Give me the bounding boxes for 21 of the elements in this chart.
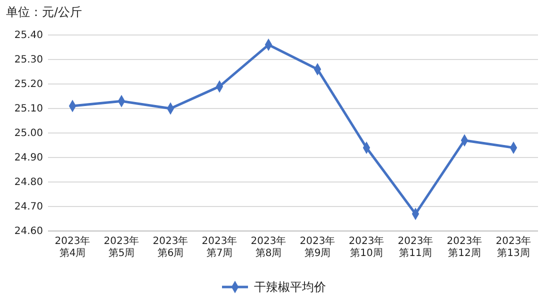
legend-label: 干辣椒平均价 [254,280,326,294]
y-tick-label: 24.70 [14,202,43,213]
x-tick-label: 2023年第8周 [250,235,286,260]
x-tick-label: 2023年第13周 [496,235,532,260]
x-tick-label: 2023年第6周 [152,235,188,260]
y-tick-label: 25.30 [14,54,43,66]
x-tick-label: 2023年第10周 [348,235,384,260]
y-tick-label: 25.20 [14,79,43,90]
x-tick-label: 2023年第9周 [300,235,336,260]
y-tick-label: 25.00 [14,128,43,140]
x-tick-label: 2023年第11周 [398,235,434,260]
y-axis-title: 单位：元/公斤 [6,5,82,19]
x-tick-label: 2023年第12周 [446,235,482,260]
x-tick-label: 2023年第5周 [104,235,140,260]
x-tick-label: 2023年第7周 [202,235,238,260]
y-tick-label: 24.80 [14,177,43,188]
y-tick-label: 24.60 [14,226,43,238]
x-tick-label: 2023年第4周 [54,235,90,260]
y-tick-label: 24.90 [14,152,43,164]
y-tick-label: 25.10 [14,104,43,115]
y-tick-label: 25.40 [14,30,43,42]
